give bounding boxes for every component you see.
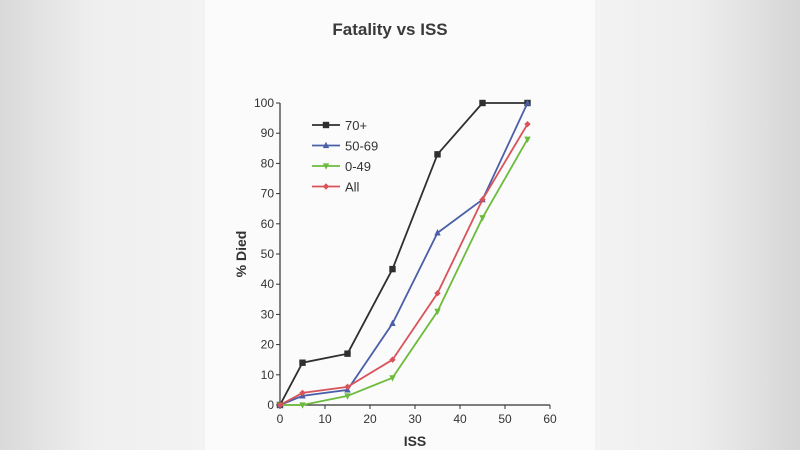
series-line-0-49 — [280, 138, 529, 406]
y-tick-label: 100 — [254, 96, 274, 110]
legend-item: 0-49 — [312, 159, 371, 174]
series-layer — [276, 99, 531, 409]
y-tick-label: 80 — [261, 156, 275, 170]
data-point-0-49 — [344, 393, 351, 400]
legend: 70+ 50-69 0-49 All — [312, 118, 378, 195]
blurred-right-background — [595, 0, 800, 450]
line-chart: Fatality vs ISS ISS % Died 0 10 20 30 40 50 60… — [233, 20, 557, 449]
blurred-left-background — [0, 0, 205, 450]
y-tick-label: 20 — [261, 338, 275, 352]
y-axis-label: % Died — [233, 231, 249, 278]
legend-label: All — [345, 180, 360, 195]
data-point-70+ — [344, 350, 351, 357]
data-point-70+ — [299, 359, 306, 366]
chart-title: Fatality vs ISS — [332, 20, 447, 39]
legend-marker — [322, 121, 330, 129]
x-tick-label: 60 — [543, 412, 557, 426]
data-point-All — [479, 196, 486, 203]
data-point-50-69 — [434, 229, 441, 236]
y-tick-label: 60 — [261, 217, 275, 231]
data-point-All — [299, 389, 306, 397]
x-tick-label: 50 — [498, 412, 512, 426]
data-point-All — [276, 401, 284, 409]
y-tick-label: 30 — [261, 307, 275, 321]
x-axis-label: ISS — [404, 433, 427, 449]
legend-marker — [322, 163, 330, 170]
data-point-0-49 — [524, 136, 531, 144]
legend-item: 70+ — [312, 118, 367, 133]
legend-item: 50-69 — [312, 139, 378, 154]
y-tick-label: 50 — [261, 247, 275, 261]
data-point-70+ — [434, 151, 441, 158]
data-point-70+ — [389, 265, 396, 273]
data-point-All — [434, 290, 441, 297]
data-point-0-49 — [479, 215, 486, 222]
legend-marker — [322, 141, 330, 149]
data-point-All — [344, 383, 351, 391]
x-tick-label: 20 — [363, 412, 377, 426]
data-point-All — [524, 120, 531, 128]
legend-label: 50-69 — [345, 139, 378, 154]
x-tick-label: 30 — [408, 412, 422, 426]
series-All — [276, 120, 531, 409]
x-tick-label: 0 — [277, 412, 284, 426]
data-point-All — [389, 356, 396, 363]
y-tick-label: 40 — [261, 277, 275, 291]
legend-label: 70+ — [345, 118, 367, 133]
y-tick-label: 90 — [261, 126, 275, 140]
legend-item: All — [312, 180, 360, 195]
y-tick-label: 0 — [267, 398, 274, 412]
data-point-70+ — [479, 99, 486, 107]
data-point-50-69 — [389, 319, 396, 327]
x-tick-label: 10 — [318, 412, 332, 426]
legend-label: 0-49 — [345, 159, 371, 174]
legend-marker — [322, 183, 330, 190]
axes: 0 10 20 30 40 50 60 70 80 90 100 0 10 20 30 40 50 60 — [254, 96, 557, 426]
x-tick-label: 40 — [453, 412, 467, 426]
data-point-0-49 — [434, 308, 441, 316]
data-point-0-49 — [389, 375, 396, 382]
chart-page: Fatality vs ISS ISS % Died 0 10 20 30 40 50 60… — [205, 0, 595, 450]
y-tick-label: 10 — [261, 368, 275, 382]
data-point-0-49 — [299, 402, 306, 409]
y-tick-label: 70 — [261, 187, 275, 201]
data-point-50-69 — [524, 99, 531, 106]
